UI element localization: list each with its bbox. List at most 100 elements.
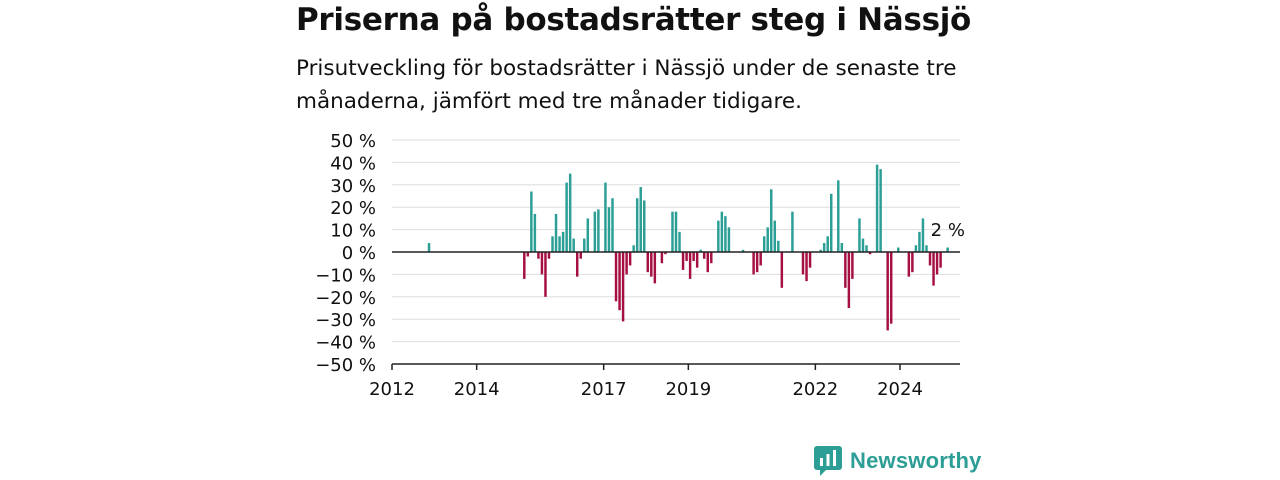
bar: [544, 252, 547, 297]
y-tick-label: 10 %: [330, 221, 376, 242]
bar: [724, 216, 727, 252]
bar: [868, 252, 872, 255]
bar: [911, 252, 914, 273]
x-tick-label: 2017: [581, 379, 627, 400]
bar: [643, 200, 646, 252]
bar: [918, 231, 921, 252]
y-tick-label: 40 %: [330, 153, 376, 174]
bar: [889, 252, 893, 324]
bar: [568, 173, 572, 252]
bar: [840, 243, 844, 252]
bar: [710, 252, 713, 264]
bar: [625, 252, 628, 275]
bar: [618, 252, 621, 311]
chart-subtitle: Prisutveckling för bostadsrätter i Nässj…: [296, 56, 957, 114]
bar: [935, 252, 939, 275]
y-tick-label: 50 %: [330, 131, 376, 152]
bar: [720, 211, 724, 252]
bar: [886, 252, 889, 331]
bar: [558, 236, 561, 252]
bar: [865, 245, 868, 252]
y-tick-label: −40 %: [315, 333, 376, 354]
bar: [808, 252, 812, 268]
bar: [681, 252, 685, 270]
bar: [526, 252, 530, 257]
bar: [939, 252, 942, 268]
bar: [583, 238, 586, 252]
bar: [844, 252, 847, 288]
bar: [537, 252, 540, 259]
bar: [530, 191, 533, 252]
bar: [611, 198, 614, 252]
y-tick-label: −20 %: [315, 288, 376, 309]
latest-value-label: 2 %: [931, 220, 965, 241]
bar: [671, 211, 674, 252]
bar: [777, 240, 780, 252]
bar: [678, 231, 681, 252]
bar: [830, 193, 833, 252]
bar: [921, 218, 925, 252]
y-tick-label: −30 %: [315, 310, 376, 331]
bar: [586, 218, 590, 252]
bar: [575, 252, 579, 277]
y-axis-tick-labels: 50 %40 %30 %20 %10 %0 %−10 %−20 %−30 %−4…: [315, 131, 376, 376]
bar: [861, 238, 865, 252]
bar: [561, 231, 565, 252]
bar: [914, 245, 918, 252]
bar: [847, 252, 851, 308]
bar: [791, 211, 794, 252]
bar: [628, 252, 632, 266]
axes: [392, 251, 960, 365]
bar: [819, 249, 822, 252]
bar: [727, 227, 731, 252]
annotations: 2 %: [931, 220, 965, 241]
bar: [621, 252, 625, 322]
bar: [875, 164, 879, 252]
bar: [607, 207, 611, 252]
bar: [837, 180, 840, 252]
bar: [759, 252, 762, 266]
bar: [706, 252, 709, 273]
y-tick-label: 30 %: [330, 176, 376, 197]
bar: [554, 213, 558, 252]
bar: [879, 169, 882, 252]
bar: [692, 252, 695, 261]
bar: [632, 245, 635, 252]
bar: [699, 249, 702, 252]
bar: [635, 198, 639, 252]
bar: [925, 245, 928, 252]
bar: [597, 209, 600, 252]
bar: [946, 247, 949, 252]
bar: [805, 252, 808, 282]
bar: [780, 252, 784, 288]
chart-title: Priserna på bostadsrätter steg i Nässjö: [296, 2, 972, 38]
bar: [614, 252, 618, 302]
bar: [801, 252, 805, 275]
x-tick-label: 2024: [877, 379, 923, 400]
y-tick-label: −50 %: [315, 355, 376, 376]
bar: [660, 252, 664, 264]
bar: [593, 211, 597, 252]
bar: [851, 252, 854, 279]
x-axis-tick-labels: 2012 2014 2017 2019 2022 2024: [369, 364, 923, 400]
brand-name: Newsworthy: [850, 448, 982, 473]
bar: [766, 227, 769, 252]
brand-logo: Newsworthy: [814, 446, 982, 476]
x-tick-label: 2012: [369, 379, 415, 400]
bar: [572, 238, 575, 252]
bar: [826, 236, 829, 252]
bar: [932, 252, 935, 286]
newsworthy-logo-icon: [814, 446, 842, 476]
bar: [540, 252, 544, 275]
bar: [762, 236, 766, 252]
bar: [565, 182, 568, 252]
bar: [717, 220, 720, 252]
bar: [702, 252, 706, 259]
bar: [928, 252, 932, 266]
bar: [523, 252, 526, 279]
x-tick-label: 2019: [665, 379, 711, 400]
bar: [650, 252, 653, 277]
bar: [653, 252, 657, 284]
y-tick-label: −10 %: [315, 265, 376, 286]
